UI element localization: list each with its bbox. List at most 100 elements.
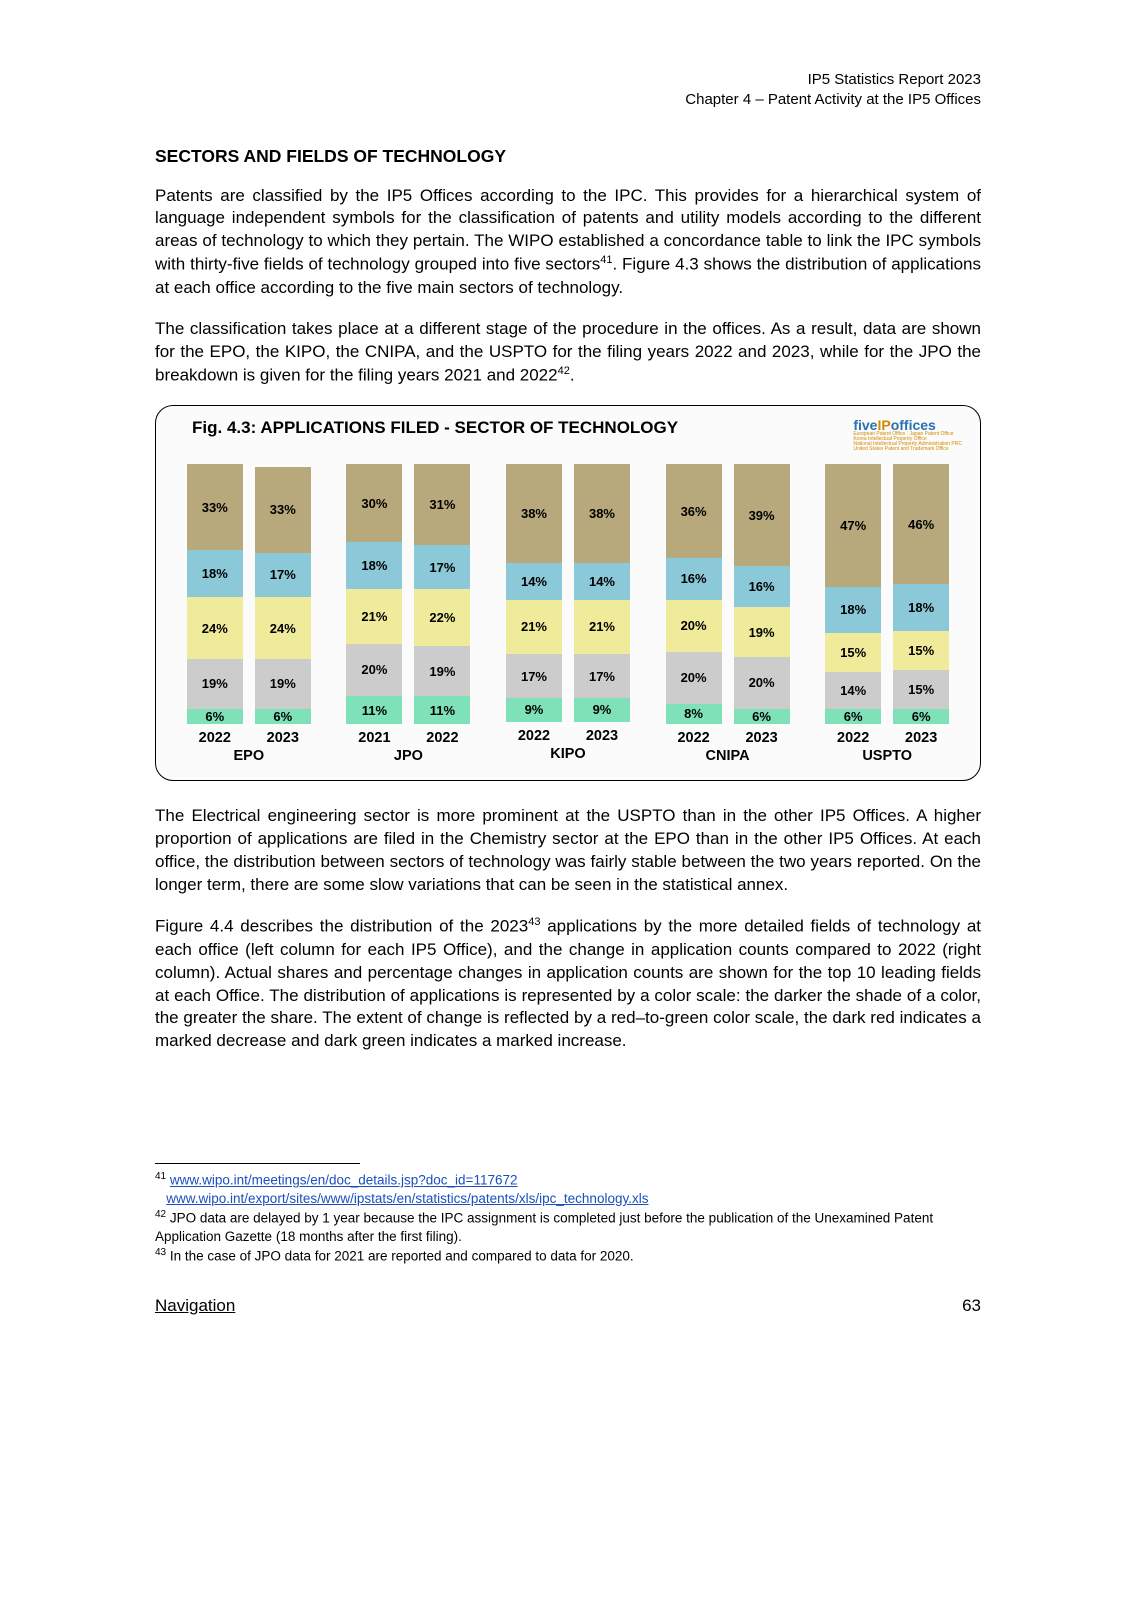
year-label: 2023 <box>734 730 790 746</box>
office-name-label: CNIPA <box>706 748 750 764</box>
bar-segment: 20% <box>734 657 790 709</box>
stacked-bar: 46%18%15%15%6% <box>893 464 949 724</box>
bar-pair: 38%14%21%17%9%38%14%21%17%9% <box>506 464 630 721</box>
year-label: 2021 <box>346 730 402 746</box>
para4-part-a: Figure 4.4 describes the distribution of… <box>155 917 528 936</box>
office-epo: 33%18%24%19%6%33%17%24%19%6%20222023EPO <box>180 464 318 764</box>
bar-pair: 36%16%20%20%8%39%16%19%20%6% <box>666 464 790 724</box>
year-label: 2022 <box>825 730 881 746</box>
bar-segment: 20% <box>346 644 402 696</box>
stacked-bar: 39%16%19%20%6% <box>734 464 790 724</box>
bar-segment: 33% <box>187 464 243 550</box>
bar-segment: 6% <box>893 709 949 725</box>
stacked-bar: 36%16%20%20%8% <box>666 464 722 724</box>
bar-segment: 6% <box>825 709 881 725</box>
year-labels: 2022 2023 <box>506 728 630 744</box>
bar-segment: 19% <box>414 646 470 695</box>
navigation-link[interactable]: Navigation <box>155 1296 235 1316</box>
bar-segment: 21% <box>574 600 630 655</box>
paragraph-2: The classification takes place at a diff… <box>155 318 981 387</box>
header-line-2: Chapter 4 – Patent Activity at the IP5 O… <box>155 90 981 110</box>
fn43-marker: 43 <box>155 1247 166 1258</box>
bar-segment: 22% <box>414 589 470 646</box>
bar-segment: 17% <box>414 545 470 589</box>
fn41-link1[interactable]: www.wipo.int/meetings/en/doc_details.jsp… <box>170 1173 518 1188</box>
fiveip-logo: fiveIPoffices European Patent Office · J… <box>853 418 962 452</box>
page-footer: Navigation 63 <box>155 1296 981 1316</box>
bar-segment: 18% <box>825 587 881 634</box>
fn41-link2[interactable]: www.wipo.int/export/sites/www/ipstats/en… <box>166 1191 648 1206</box>
bar-segment: 19% <box>734 607 790 656</box>
bar-segment: 15% <box>893 631 949 670</box>
bar-segment: 21% <box>346 589 402 644</box>
year-labels: 2021 2022 <box>346 730 470 746</box>
bar-segment: 21% <box>506 600 562 655</box>
fn42-text: JPO data are delayed by 1 year because t… <box>155 1211 933 1244</box>
bar-segment: 33% <box>255 467 311 553</box>
bar-segment: 24% <box>255 597 311 659</box>
bar-segment: 11% <box>346 696 402 725</box>
page-number: 63 <box>962 1296 981 1316</box>
office-name-label: KIPO <box>550 746 585 762</box>
stacked-bar: 33%17%24%19%6% <box>255 467 311 724</box>
paragraph-3: The Electrical engineering sector is mor… <box>155 805 981 897</box>
office-uspto: 47%18%15%14%6%46%18%15%15%6%20222023USPT… <box>818 464 956 764</box>
bar-segment: 15% <box>825 633 881 672</box>
stacked-bar: 33%18%24%19%6% <box>187 464 243 724</box>
bar-segment: 6% <box>255 709 311 725</box>
footnote-ref-43: 43 <box>528 916 540 928</box>
bar-segment: 18% <box>346 542 402 589</box>
year-label: 2022 <box>666 730 722 746</box>
bar-segment: 47% <box>825 464 881 586</box>
bar-segment: 6% <box>734 709 790 725</box>
year-labels: 2022 2023 <box>825 730 949 746</box>
bar-segment: 14% <box>825 672 881 708</box>
bar-segment: 11% <box>414 696 470 725</box>
office-kipo: 38%14%21%17%9%38%14%21%17%9%20222023KIPO <box>499 464 637 764</box>
bar-segment: 8% <box>666 704 722 725</box>
bar-segment: 20% <box>666 652 722 704</box>
footnote-42: 42 JPO data are delayed by 1 year becaus… <box>155 1208 981 1246</box>
bar-segment: 17% <box>255 553 311 597</box>
office-name-label: JPO <box>394 748 423 764</box>
chart-header: Fig. 4.3: APPLICATIONS FILED - SECTOR OF… <box>174 418 962 452</box>
logo-subtext: European Patent Office · Japan Patent Of… <box>853 432 962 452</box>
stacked-bar: 30%18%21%20%11% <box>346 464 402 724</box>
stacked-bar: 47%18%15%14%6% <box>825 464 881 724</box>
year-label: 2022 <box>414 730 470 746</box>
paragraph-4: Figure 4.4 describes the distribution of… <box>155 915 981 1053</box>
bar-segment: 24% <box>187 597 243 659</box>
year-label: 2023 <box>574 728 630 744</box>
fn42-marker: 42 <box>155 1209 166 1220</box>
header-line-1: IP5 Statistics Report 2023 <box>155 70 981 90</box>
bar-segment: 17% <box>506 654 562 698</box>
bar-pair: 33%18%24%19%6%33%17%24%19%6% <box>187 464 311 724</box>
bar-segment: 19% <box>255 659 311 708</box>
bar-segment: 16% <box>734 566 790 608</box>
bar-segment: 14% <box>574 563 630 599</box>
footnote-ref-42: 42 <box>558 365 570 377</box>
chart-title: Fig. 4.3: APPLICATIONS FILED - SECTOR OF… <box>174 418 678 438</box>
office-jpo: 30%18%21%20%11%31%17%22%19%11%20212022JP… <box>340 464 478 764</box>
footnote-43: 43 In the case of JPO data for 2021 are … <box>155 1246 981 1266</box>
running-header: IP5 Statistics Report 2023 Chapter 4 – P… <box>155 70 981 111</box>
bar-segment: 38% <box>506 464 562 563</box>
para4-part-b: applications by the more detailed fields… <box>155 917 981 1051</box>
year-label: 2022 <box>506 728 562 744</box>
office-name-label: EPO <box>233 748 264 764</box>
year-label: 2022 <box>187 730 243 746</box>
bar-segment: 20% <box>666 600 722 652</box>
fn43-text: In the case of JPO data for 2021 are rep… <box>166 1249 634 1264</box>
year-label: 2023 <box>893 730 949 746</box>
bar-segment: 18% <box>893 584 949 631</box>
bar-segment: 31% <box>414 464 470 545</box>
stacked-bar: 31%17%22%19%11% <box>414 464 470 724</box>
stacked-bar: 38%14%21%17%9% <box>574 464 630 721</box>
year-labels: 20222023 <box>187 730 311 746</box>
bar-segment: 17% <box>574 654 630 698</box>
bar-segment: 39% <box>734 464 790 565</box>
bar-segment: 9% <box>574 698 630 721</box>
chart-offices-row: 33%18%24%19%6%33%17%24%19%6%20222023EPO3… <box>174 464 962 764</box>
bar-segment: 38% <box>574 464 630 563</box>
bar-segment: 30% <box>346 464 402 542</box>
